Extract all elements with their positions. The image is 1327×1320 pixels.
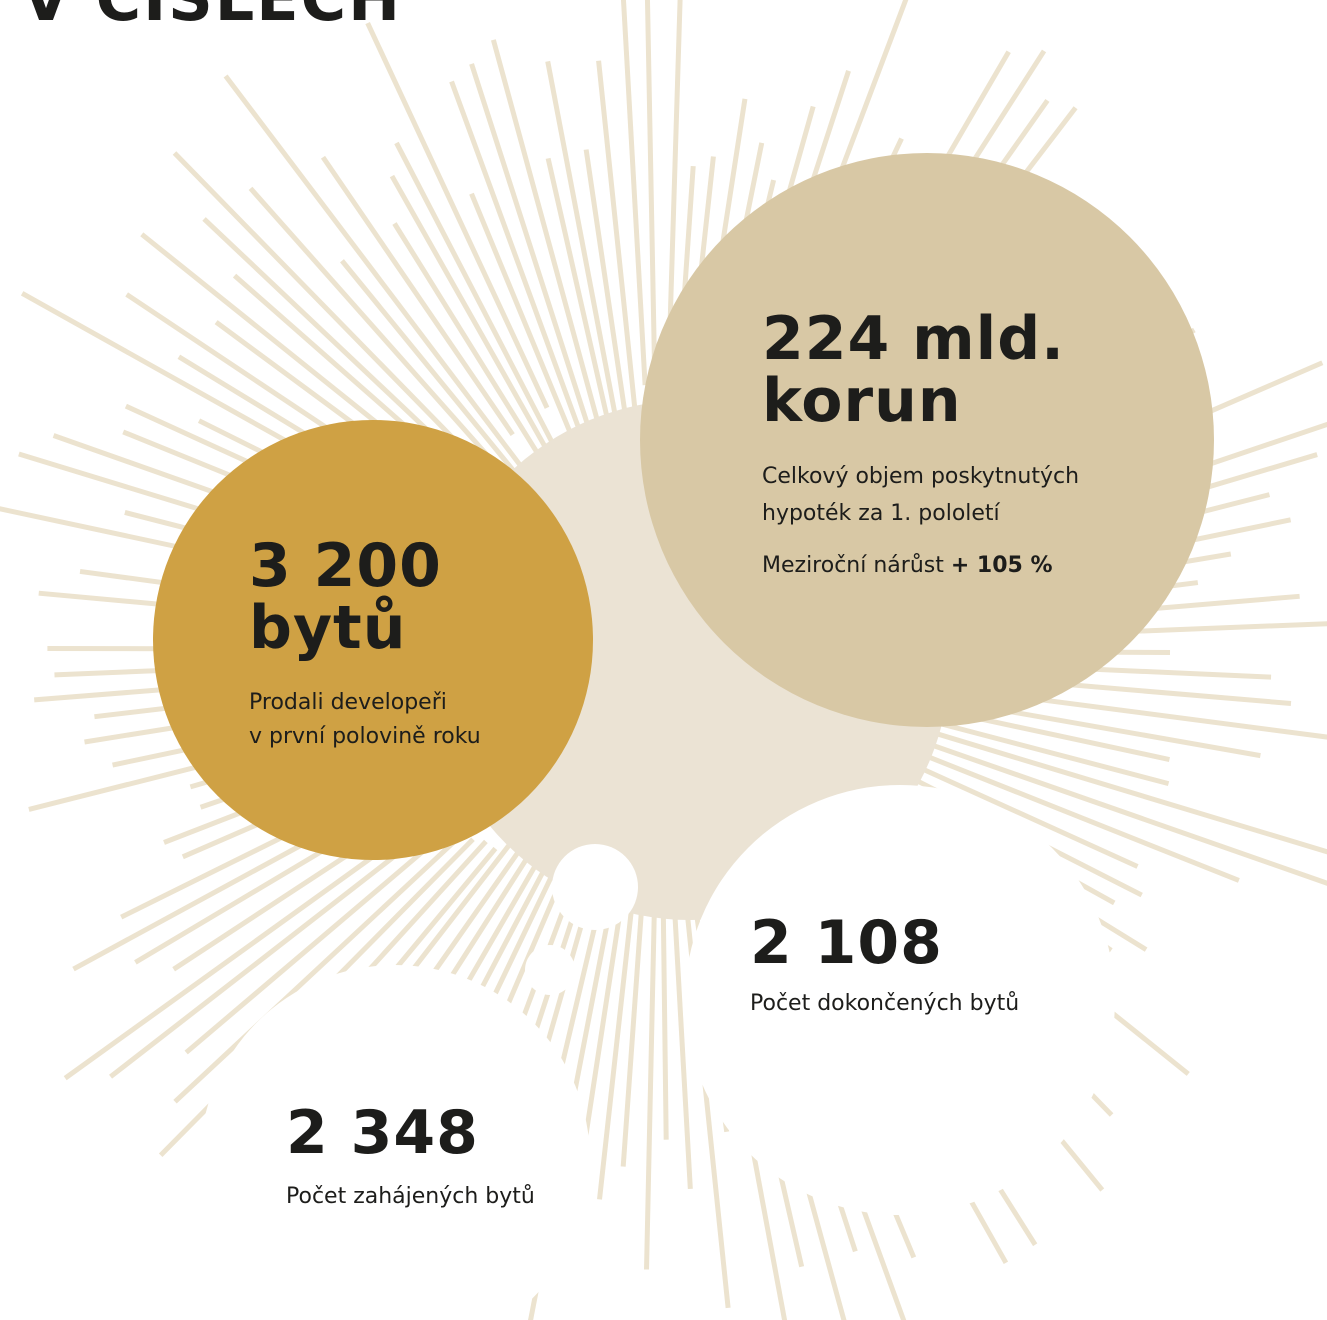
growth-value: + 105 % (951, 553, 1053, 578)
stat-value: 2 348 (286, 1102, 479, 1164)
stat-growth: Meziroční nárůst + 105 % (762, 549, 1053, 583)
stat-unit: bytů (249, 597, 406, 659)
small-circle (552, 844, 638, 930)
stat-description: Prodali developeři (249, 686, 447, 720)
stat-description: Počet zahájených bytů (286, 1180, 535, 1214)
stat-description: hypoték za 1. pololetí (762, 497, 1000, 531)
page: V ČÍSLECH 3 200 bytů Prodali developeři … (0, 0, 1327, 1320)
stat-description: Počet dokončených bytů (750, 987, 1019, 1021)
background-art (0, 0, 1327, 1320)
ray (548, 61, 621, 445)
small-circle (525, 945, 575, 995)
growth-label: Meziroční nárůst (762, 553, 944, 578)
section-heading: V ČÍSLECH (22, 0, 402, 35)
stat-value: 2 108 (750, 912, 943, 974)
ray (323, 157, 513, 434)
stat-description: Celkový objem poskytnutých (762, 460, 1079, 494)
stat-description: v první polovině roku (249, 720, 481, 754)
stat-value: 224 mld. (762, 308, 1065, 370)
ray (674, 904, 690, 1189)
stat-unit: korun (762, 370, 962, 432)
stat-value: 3 200 (249, 535, 442, 597)
beige-circle (640, 153, 1214, 727)
